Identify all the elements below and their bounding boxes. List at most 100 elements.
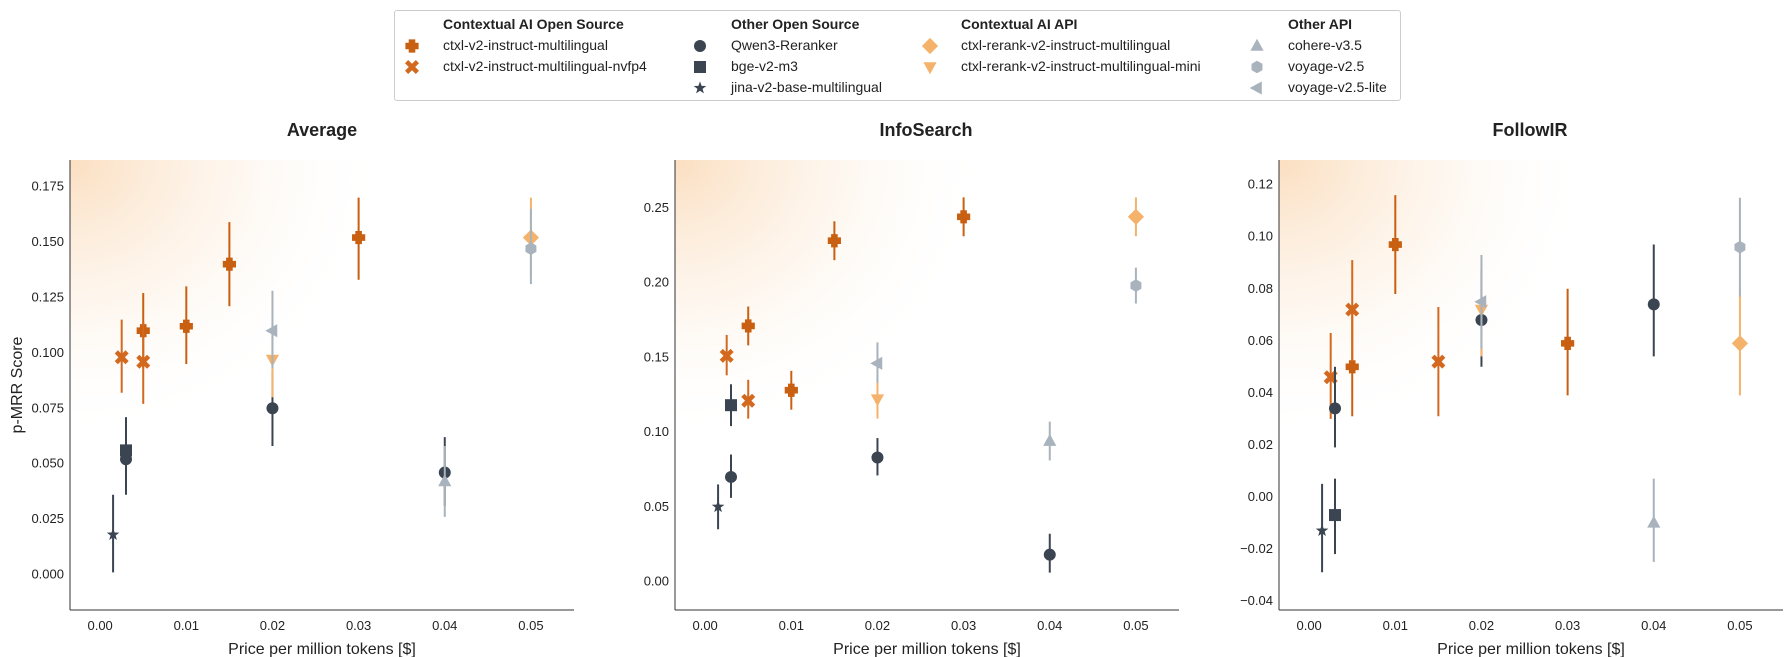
- y-tick-label: 0.15: [644, 349, 669, 364]
- legend-group-title: Other Open Source: [731, 16, 860, 32]
- legend-item: bge-v2-m3: [694, 56, 882, 77]
- y-tick-label: −0.04: [1240, 593, 1273, 608]
- x-tick-label: 0.00: [1296, 618, 1321, 633]
- point-marker: [179, 319, 193, 333]
- legend-marker: [405, 39, 419, 53]
- point-marker: [1127, 208, 1145, 225]
- point-marker: [784, 383, 798, 397]
- data-point-ctxl-v2-instruct-multilingual-nvfp4: [114, 319, 129, 393]
- legend-item-label: voyage-v2.5: [1288, 58, 1365, 74]
- data-point-voyage-v2.5-lite: [870, 342, 883, 383]
- point-marker: [1647, 298, 1660, 311]
- point-marker: [1474, 295, 1487, 309]
- data-point-ctxl-v2-instruct-multilingual: [222, 222, 236, 307]
- data-point-ctxl-rerank-v2-instruct-multilingual: [1731, 288, 1749, 396]
- point-marker: [352, 230, 366, 245]
- legend-marker: [921, 37, 939, 55]
- point-marker: [222, 257, 236, 271]
- data-point-Qwen3-Reranker: [1329, 366, 1341, 448]
- point-marker: [871, 451, 884, 464]
- data-point-voyage-v2.5: [1130, 267, 1142, 304]
- legend-item: ctxl-v2-instruct-multilingual: [405, 35, 647, 56]
- y-tick-label: 0.05: [644, 499, 669, 514]
- point-marker: [136, 354, 151, 369]
- y-tick-label: −0.02: [1240, 541, 1273, 556]
- data-point-ctxl-v2-instruct-multilingual-nvfp4: [136, 321, 151, 404]
- data-point-ctxl-v2-instruct-multilingual: [179, 286, 193, 364]
- y-tick-label: 0.000: [31, 567, 64, 582]
- data-point-voyage-v2.5: [1734, 197, 1746, 297]
- y-tick-label: 0.04: [1248, 385, 1273, 400]
- point-marker: [1647, 515, 1661, 528]
- data-point-ctxl-v2-instruct-multilingual-nvfp4: [1345, 260, 1360, 362]
- point-marker: [827, 234, 841, 248]
- data-point-ctxl-v2-instruct-multilingual: [352, 197, 366, 280]
- data-point-ctxl-rerank-v2-instruct-multilingual-mini: [870, 379, 885, 419]
- x-axis-label: Price per million tokens [$]: [833, 641, 1021, 657]
- legend-item-label: voyage-v2.5-lite: [1288, 79, 1387, 95]
- legend-item: ctxl-rerank-v2-instruct-multilingual: [921, 35, 1201, 56]
- highlight-region: [70, 160, 383, 439]
- triangle-up-marker-icon: [1250, 38, 1264, 51]
- data-point-ctxl-v2-instruct-multilingual-nvfp4: [1431, 306, 1446, 417]
- point-marker: [1043, 433, 1057, 446]
- legend-item-label: ctxl-v2-instruct-multilingual: [443, 37, 608, 53]
- legend-item: voyage-v2.5-lite: [1249, 77, 1387, 98]
- point-marker: [1345, 302, 1360, 317]
- legend-item-label: cohere-v3.5: [1288, 37, 1362, 53]
- point-marker: [725, 399, 737, 412]
- point-marker: [741, 393, 756, 408]
- data-point-bge-v2-m3: [1329, 478, 1341, 555]
- y-tick-label: 0.10: [1248, 229, 1273, 244]
- point-marker: [1734, 240, 1746, 254]
- point-marker: [438, 474, 452, 487]
- legend-group-title: Other API: [1288, 16, 1353, 32]
- x-tick-label: 0.05: [1727, 618, 1752, 633]
- point-marker: [1329, 509, 1341, 522]
- data-point-voyage-v2.5: [525, 208, 537, 285]
- data-point-ctxl-v2-instruct-multilingual: [741, 306, 755, 346]
- point-marker: [1431, 354, 1446, 369]
- point-marker: [1043, 548, 1056, 561]
- legend-group-contextual-api: Contextual AI API ctxl-rerank-v2-instruc…: [921, 14, 1201, 77]
- data-point-ctxl-v2-instruct-multilingual-nvfp4: [719, 334, 734, 376]
- legend-group-title: Contextual AI Open Source: [443, 16, 624, 32]
- legend-item-label: ctxl-v2-instruct-multilingual-nvfp4: [443, 58, 647, 74]
- point-marker: [870, 356, 883, 370]
- data-point-Qwen3-Reranker: [725, 454, 737, 498]
- x-tick-label: 0.04: [1037, 618, 1062, 633]
- x-axis-label: Price per million tokens [$]: [1437, 641, 1625, 657]
- legend-item: Qwen3-Reranker: [694, 35, 882, 56]
- legend-group-contextual-open: Contextual AI Open Source ctxl-v2-instru…: [405, 14, 647, 77]
- y-tick-label: 0.00: [644, 574, 669, 589]
- point-marker: [1315, 524, 1329, 537]
- data-point-jina-v2-base-multilingual: [711, 484, 725, 530]
- legend-item: voyage-v2.5: [1251, 56, 1387, 77]
- legend-item: cohere-v3.5: [1250, 35, 1387, 56]
- data-point-ctxl-v2-instruct-multilingual: [957, 197, 971, 237]
- panel-title-average: Average: [286, 120, 358, 140]
- y-tick-label: 0.25: [644, 200, 669, 215]
- data-point-bge-v2-m3: [725, 384, 737, 427]
- panel-title-followir: FollowIR: [1492, 120, 1568, 140]
- triangle-down-marker-icon: [923, 62, 937, 75]
- legend-item: ctxl-v2-instruct-multilingual-nvfp4: [405, 56, 647, 77]
- highlight-region: [1279, 160, 1592, 439]
- point-marker: [1731, 335, 1749, 352]
- point-marker: [711, 500, 725, 513]
- y-tick-label: 0.10: [644, 424, 669, 439]
- legend-marker: [1251, 60, 1263, 74]
- point-marker: [114, 350, 129, 365]
- point-marker: [1388, 237, 1402, 252]
- point-marker: [266, 402, 279, 415]
- x-tick-label: 0.03: [951, 618, 976, 633]
- data-point-Qwen3-Reranker: [871, 438, 884, 476]
- x-tick-label: 0.05: [518, 618, 543, 633]
- legend-item: jina-v2-base-multilingual: [693, 77, 882, 98]
- y-tick-label: 0.12: [1248, 177, 1273, 192]
- hexagon-marker-icon: [1251, 60, 1263, 74]
- x-tick-label: 0.03: [1555, 618, 1580, 633]
- star-marker-icon: [693, 81, 707, 94]
- legend-marker: [1249, 81, 1262, 95]
